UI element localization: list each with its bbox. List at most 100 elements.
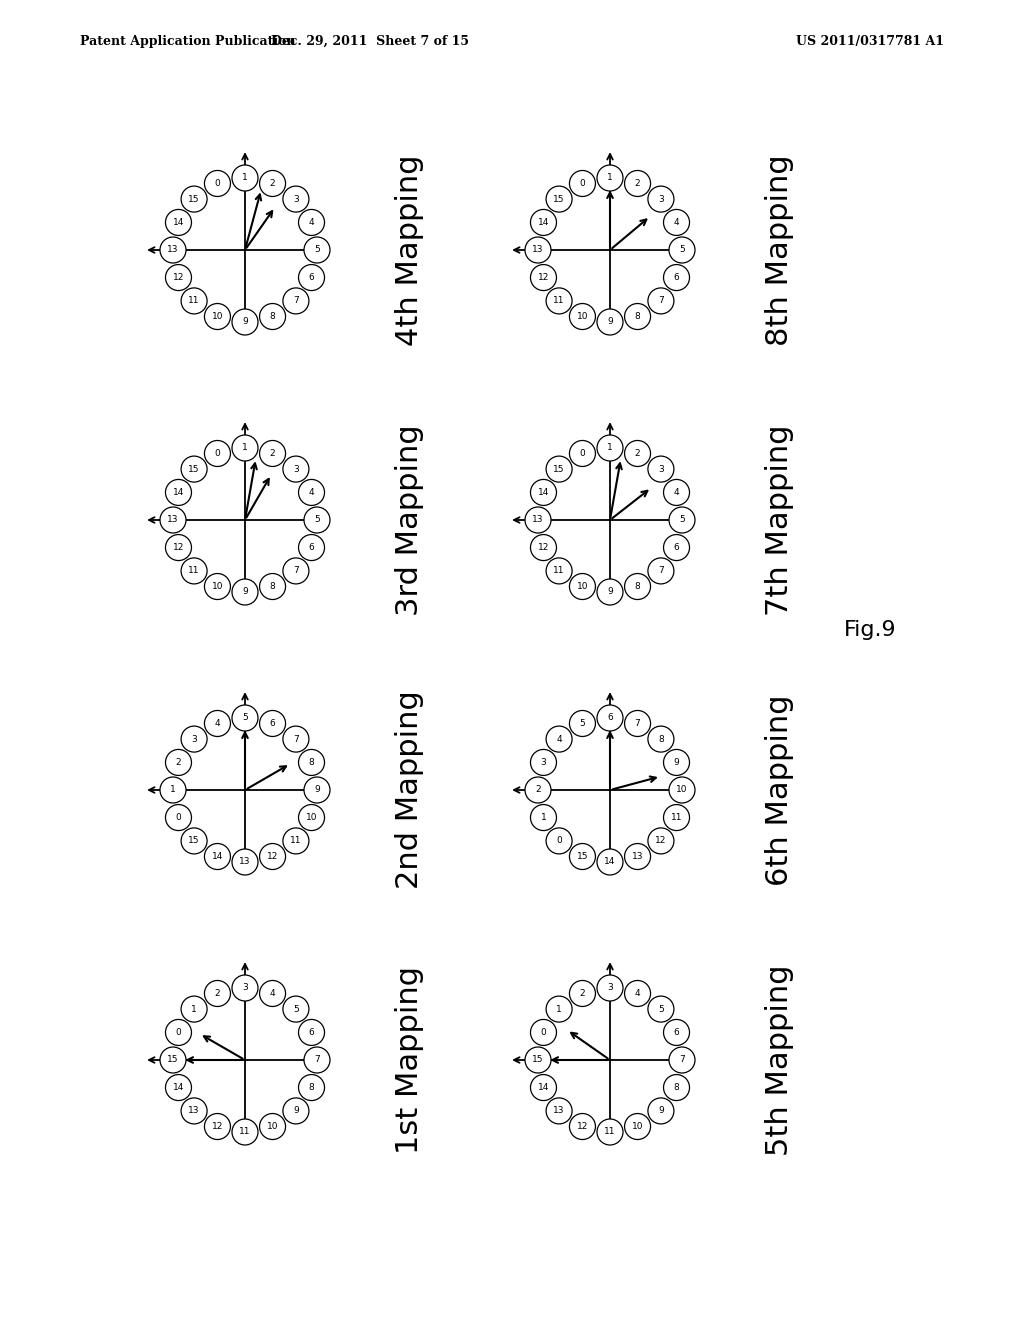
Circle shape [530, 210, 556, 235]
Text: 2: 2 [635, 180, 640, 187]
Text: 9: 9 [674, 758, 679, 767]
Text: 0: 0 [215, 449, 220, 458]
Text: 6: 6 [674, 543, 679, 552]
Circle shape [205, 170, 230, 197]
Circle shape [299, 805, 325, 830]
Text: 13: 13 [532, 246, 544, 255]
Text: 1: 1 [556, 1005, 562, 1014]
Circle shape [530, 1074, 556, 1101]
Circle shape [669, 507, 695, 533]
Text: 10: 10 [577, 312, 588, 321]
Circle shape [648, 457, 674, 482]
Text: 14: 14 [173, 1082, 184, 1092]
Circle shape [625, 441, 650, 466]
Circle shape [664, 479, 689, 506]
Text: 4: 4 [215, 719, 220, 729]
Text: 6: 6 [674, 273, 679, 282]
Text: 9: 9 [242, 587, 248, 597]
Text: 0: 0 [580, 449, 586, 458]
Circle shape [525, 777, 551, 803]
Text: 1: 1 [242, 444, 248, 453]
Text: 3: 3 [293, 465, 299, 474]
Circle shape [648, 997, 674, 1022]
Circle shape [283, 1098, 309, 1123]
Circle shape [205, 843, 230, 870]
Circle shape [525, 507, 551, 533]
Circle shape [546, 457, 572, 482]
Text: 13: 13 [632, 851, 643, 861]
Text: 1st Mapping: 1st Mapping [395, 966, 425, 1154]
Text: 1: 1 [607, 173, 613, 182]
Circle shape [625, 710, 650, 737]
Circle shape [525, 238, 551, 263]
Text: 3rd Mapping: 3rd Mapping [395, 424, 425, 616]
Text: 0: 0 [580, 180, 586, 187]
Text: 10: 10 [212, 582, 223, 591]
Text: 15: 15 [188, 465, 200, 474]
Circle shape [205, 573, 230, 599]
Text: 5th Mapping: 5th Mapping [766, 964, 795, 1156]
Circle shape [530, 1019, 556, 1045]
Circle shape [232, 579, 258, 605]
Text: 2: 2 [269, 180, 275, 187]
Text: 13: 13 [188, 1106, 200, 1115]
Text: 4: 4 [269, 989, 275, 998]
Text: 8th Mapping: 8th Mapping [766, 154, 795, 346]
Text: 11: 11 [290, 837, 302, 845]
Circle shape [625, 573, 650, 599]
Circle shape [259, 170, 286, 197]
Circle shape [664, 535, 689, 561]
Text: 3: 3 [658, 465, 664, 474]
Circle shape [530, 805, 556, 830]
Text: 0: 0 [175, 813, 181, 822]
Circle shape [181, 828, 207, 854]
Text: 7: 7 [658, 297, 664, 305]
Text: 10: 10 [267, 1122, 279, 1131]
Circle shape [299, 535, 325, 561]
Text: 2: 2 [536, 785, 541, 795]
Text: 7: 7 [679, 1056, 685, 1064]
Circle shape [160, 777, 186, 803]
Text: 10: 10 [212, 312, 223, 321]
Circle shape [664, 264, 689, 290]
Circle shape [259, 441, 286, 466]
Circle shape [283, 726, 309, 752]
Text: 7: 7 [293, 297, 299, 305]
Text: 7: 7 [293, 566, 299, 576]
Text: 5: 5 [314, 516, 319, 524]
Circle shape [648, 828, 674, 854]
Text: Patent Application Publication: Patent Application Publication [80, 36, 296, 48]
Text: 5: 5 [679, 516, 685, 524]
Circle shape [205, 304, 230, 330]
Text: 8: 8 [269, 312, 275, 321]
Text: 11: 11 [188, 297, 200, 305]
Circle shape [181, 186, 207, 213]
Circle shape [181, 997, 207, 1022]
Circle shape [166, 1019, 191, 1045]
Text: 14: 14 [538, 488, 549, 496]
Text: 12: 12 [538, 273, 549, 282]
Text: Dec. 29, 2011  Sheet 7 of 15: Dec. 29, 2011 Sheet 7 of 15 [271, 36, 469, 48]
Circle shape [232, 975, 258, 1001]
Text: 6: 6 [308, 273, 314, 282]
Text: 15: 15 [188, 194, 200, 203]
Text: 0: 0 [556, 837, 562, 845]
Text: 8: 8 [674, 1082, 679, 1092]
Text: 2: 2 [215, 989, 220, 998]
Text: 11: 11 [188, 566, 200, 576]
Circle shape [546, 726, 572, 752]
Circle shape [546, 1098, 572, 1123]
Text: 14: 14 [538, 1082, 549, 1092]
Circle shape [232, 1119, 258, 1144]
Circle shape [166, 479, 191, 506]
Circle shape [597, 975, 623, 1001]
Text: 6: 6 [269, 719, 275, 729]
Circle shape [259, 573, 286, 599]
Circle shape [160, 507, 186, 533]
Text: 3: 3 [607, 983, 613, 993]
Circle shape [299, 210, 325, 235]
Circle shape [166, 535, 191, 561]
Text: 7: 7 [635, 719, 640, 729]
Circle shape [597, 436, 623, 461]
Text: 7th Mapping: 7th Mapping [766, 424, 795, 615]
